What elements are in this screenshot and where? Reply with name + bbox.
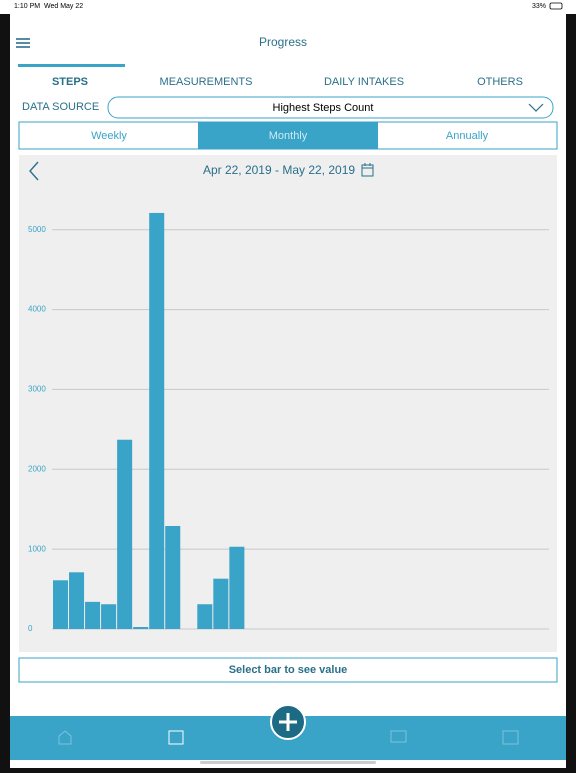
bar (85, 601, 101, 629)
period-option[interactable]: Annually (446, 130, 489, 142)
value-hint: Select bar to see value (229, 664, 348, 676)
date-range: Apr 22, 2019 - May 22, 2019 (203, 163, 355, 177)
y-tick-label: 0 (28, 624, 33, 633)
tab[interactable]: STEPS (52, 76, 88, 88)
status-date: Wed May 22 (44, 3, 83, 10)
y-tick-label: 1000 (28, 544, 46, 553)
page-title: Progress (259, 35, 307, 49)
chart-panel (19, 155, 557, 652)
folder-icon[interactable] (502, 730, 519, 745)
data-source-select[interactable] (107, 96, 554, 119)
data-source-value: Highest Steps Count (273, 102, 374, 114)
period-selected (198, 122, 378, 149)
bar (101, 604, 117, 629)
home-indicator (200, 761, 376, 764)
bar (213, 578, 229, 629)
tab[interactable]: OTHERS (477, 76, 523, 88)
value-box (18, 657, 558, 683)
status-bar (0, 0, 576, 14)
chart: 0 1000 2000 3000 4000 5000 (28, 212, 549, 633)
dropdown-chevron (528, 103, 544, 112)
battery-icon (549, 2, 563, 10)
y-tick-label: 3000 (28, 385, 46, 394)
bar (133, 627, 149, 629)
home-icon[interactable] (58, 730, 72, 745)
y-tick-label: 5000 (28, 225, 46, 234)
tab[interactable]: DAILY INTAKES (324, 76, 404, 88)
add-icon (279, 713, 297, 731)
bar (53, 580, 69, 629)
data-source-label: DATA SOURCE (22, 101, 99, 113)
bar (229, 546, 245, 629)
bar (197, 604, 213, 629)
status-time: 1:10 PM (14, 3, 40, 10)
bar (69, 572, 85, 629)
status-battery: 33% (532, 3, 546, 10)
tab-indicator (18, 64, 125, 67)
bar (149, 212, 165, 629)
period-option[interactable]: Monthly (269, 130, 308, 142)
previous-button[interactable] (29, 161, 39, 181)
menu-button[interactable] (16, 38, 30, 48)
y-tick-label: 4000 (28, 305, 46, 314)
messages-icon[interactable] (390, 730, 407, 743)
progress-icon[interactable] (168, 730, 184, 745)
bar (117, 439, 133, 629)
bar (165, 525, 181, 629)
calendar-icon[interactable] (361, 163, 374, 177)
tab[interactable]: MEASUREMENTS (160, 76, 253, 88)
period-option[interactable]: Weekly (91, 130, 127, 142)
y-tick-label: 2000 (28, 464, 46, 473)
